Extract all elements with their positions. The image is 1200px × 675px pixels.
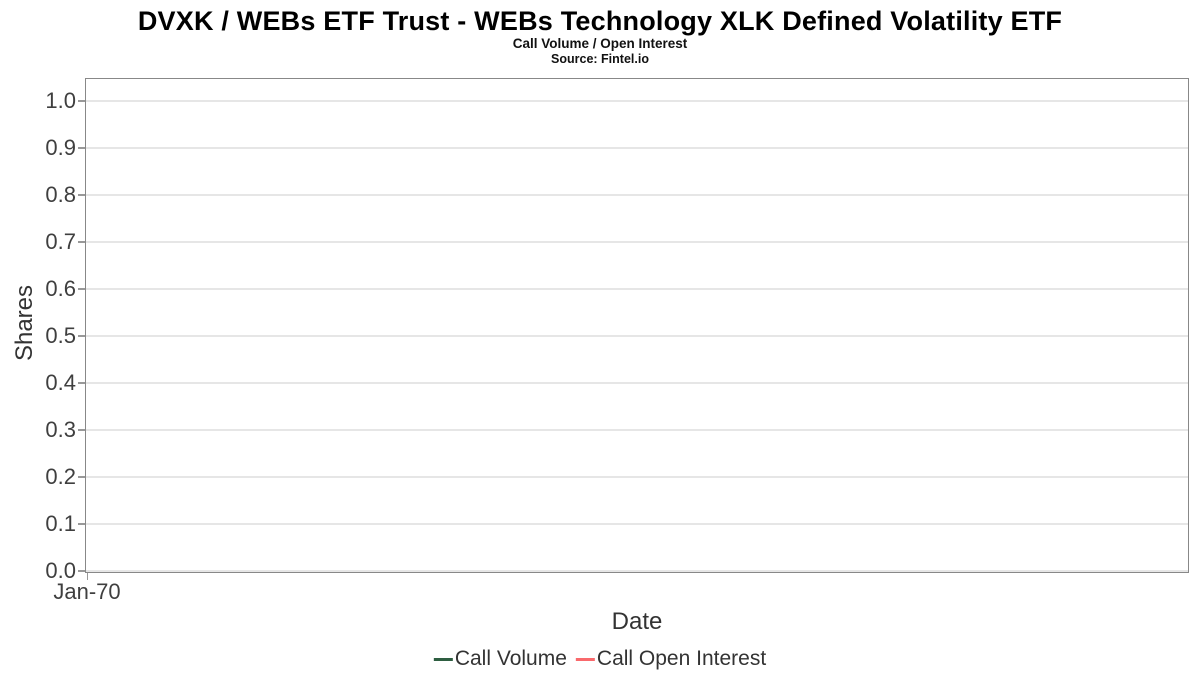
plot-area[interactable]: 0.0 0.1 0.2 0.3 0.4 0.5 0.6 0.7 0.8 0.9 1.0 Jan-70 <box>45 78 1189 603</box>
legend-line-swatch <box>575 657 595 661</box>
y-tick-label: 1.0 <box>45 88 76 113</box>
y-tick-mark <box>78 288 85 290</box>
y-tick-mark <box>78 382 85 384</box>
y-gridline <box>86 570 1188 572</box>
y-gridline <box>86 429 1188 431</box>
x-tick-label: Jan-70 <box>53 579 121 604</box>
y-gridline <box>86 523 1188 525</box>
y-tick-mark <box>78 100 85 102</box>
chart-source-credit: Source: Fintel.io <box>551 52 649 66</box>
y-tick-mark <box>78 476 85 478</box>
y-gridline <box>86 476 1188 478</box>
y-gridline <box>86 241 1188 243</box>
chart-title: DVXK / WEBs ETF Trust - WEBs Technology … <box>137 6 1063 36</box>
y-tick-mark <box>78 194 85 196</box>
y-tick-mark <box>78 570 85 572</box>
legend-item-call-volume[interactable]: Call Volume <box>433 647 567 671</box>
y-tick-mark <box>78 147 85 149</box>
chart-subtitle: Call Volume / Open Interest <box>512 36 688 51</box>
y-tick-label: 0.8 <box>45 182 76 207</box>
y-tick-label: 0.3 <box>45 417 76 442</box>
y-tick-label: 0.2 <box>45 464 76 489</box>
y-gridline <box>86 147 1188 149</box>
y-tick-label: 0.6 <box>45 276 76 301</box>
legend-line-swatch <box>433 657 453 661</box>
legend: Call Volume Call Open Interest <box>433 647 767 671</box>
y-gridline <box>86 100 1188 102</box>
y-tick-mark <box>78 523 85 525</box>
y-tick-label: 0.9 <box>45 135 76 160</box>
x-tick-mark <box>86 573 88 580</box>
y-gridline <box>86 194 1188 196</box>
y-tick-label: 0.0 <box>45 558 76 583</box>
legend-label: Call Volume <box>454 647 567 670</box>
legend-item-call-open-interest[interactable]: Call Open Interest <box>575 647 767 671</box>
y-axis-title: Shares <box>11 284 38 362</box>
y-tick-mark <box>78 429 85 431</box>
x-axis-title: Date <box>611 608 663 635</box>
y-gridline <box>86 335 1188 337</box>
y-tick-mark <box>78 335 85 337</box>
y-tick-label: 0.1 <box>45 511 76 536</box>
y-tick-label: 0.5 <box>45 323 76 348</box>
legend-label: Call Open Interest <box>596 647 767 670</box>
y-tick-label: 0.7 <box>45 229 76 254</box>
y-gridline <box>86 288 1188 290</box>
y-tick-mark <box>78 241 85 243</box>
y-tick-label: 0.4 <box>45 370 76 395</box>
y-gridline <box>86 382 1188 384</box>
